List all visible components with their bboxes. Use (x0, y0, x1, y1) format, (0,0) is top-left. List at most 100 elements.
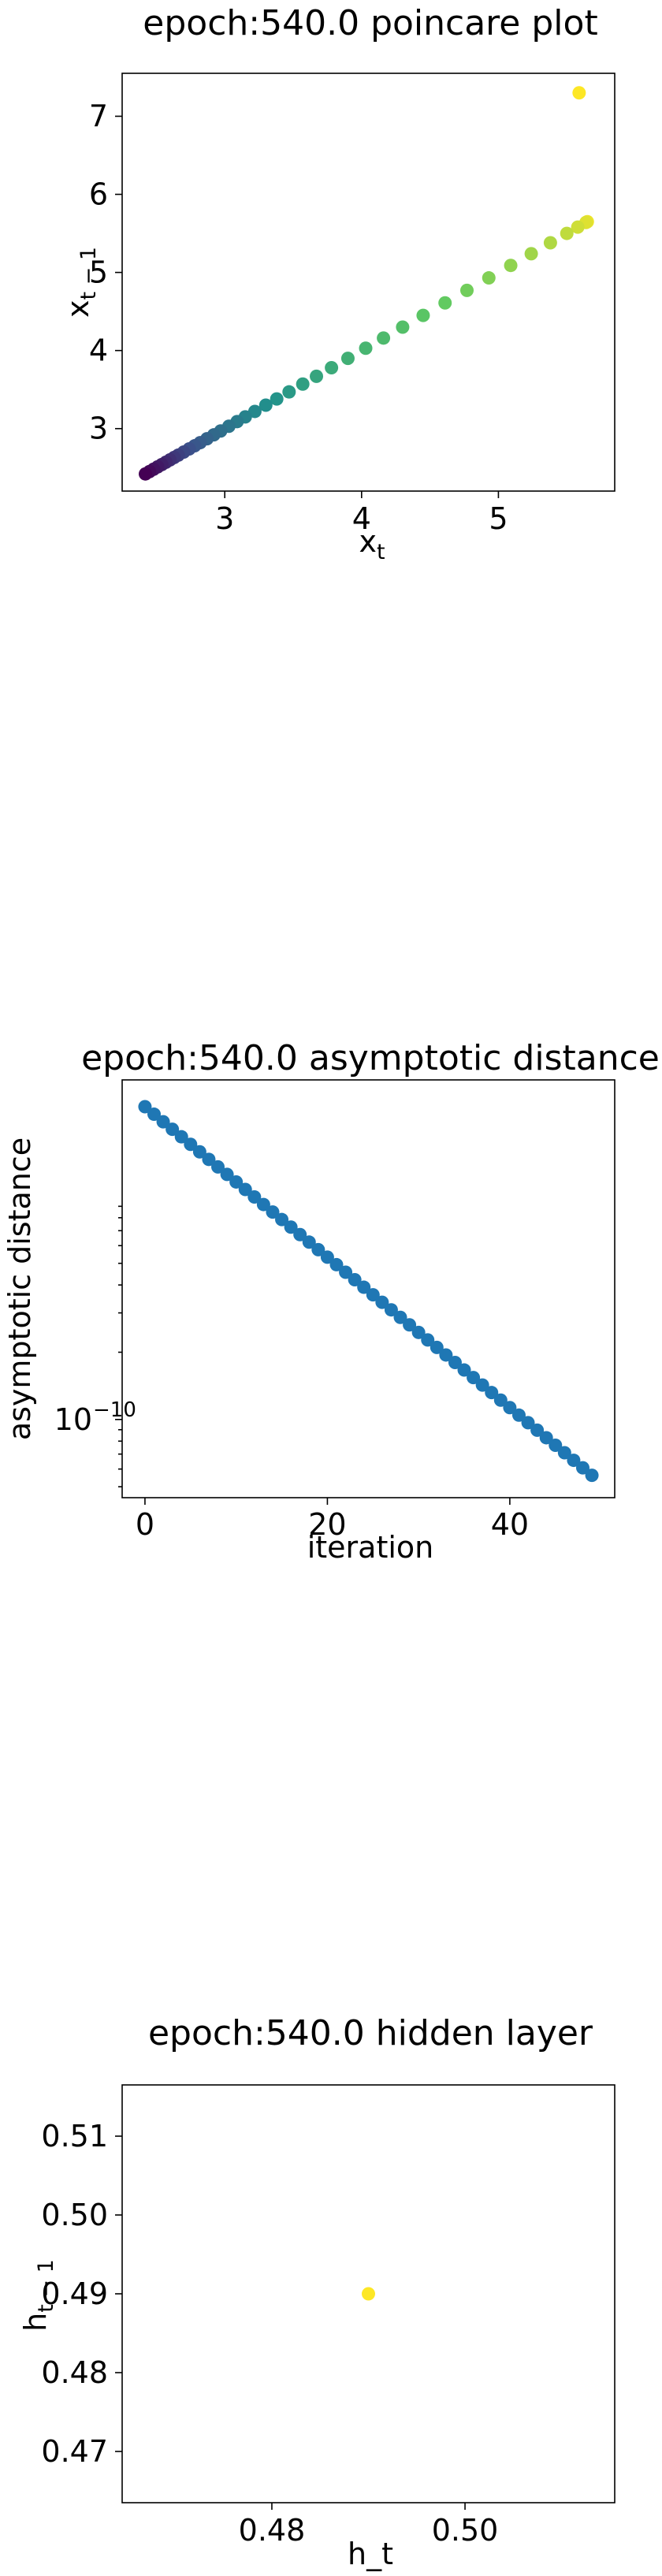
asymptotic-point (439, 1348, 453, 1362)
poincare-ytick-label: 5 (89, 255, 108, 290)
poincare-point (482, 271, 496, 285)
asymptotic-point (184, 1137, 198, 1152)
asymptotic-point (557, 1446, 571, 1460)
poincare-point (396, 320, 410, 334)
asymptotic-point (247, 1190, 262, 1204)
asymptotic-point (475, 1378, 489, 1392)
asymptotic-point (202, 1152, 216, 1167)
asymptotic-point (320, 1250, 334, 1264)
asymptotic-point (156, 1115, 170, 1129)
asymptotic-ticks: 0 20 40 10 −10 (54, 1205, 529, 1542)
hidden-layer-ytick-label: 0.51 (41, 2119, 108, 2153)
poincare-point (139, 467, 153, 481)
poincare-xtick-label: 3 (215, 501, 234, 536)
asymptotic-point (275, 1212, 289, 1227)
asymptotic-point (293, 1227, 307, 1241)
asymptotic-point (166, 1122, 180, 1137)
poincare-xlabel-sub: t (377, 540, 385, 564)
hidden-layer-ticks: 0.48 0.50 0.47 0.48 0.49 0.50 0.51 (41, 2119, 498, 2548)
asymptotic-xlabel: iteration (307, 1530, 434, 1565)
poincare-point (270, 392, 284, 406)
asymptotic-point (147, 1107, 162, 1122)
poincare-point (571, 220, 585, 234)
asymptotic-point (521, 1416, 535, 1430)
asymptotic-point (585, 1469, 599, 1483)
asymptotic-point (329, 1257, 344, 1271)
hidden-layer-ytick-label: 0.48 (41, 2355, 108, 2390)
asymptotic-point (493, 1393, 508, 1407)
hidden-layer-ytick-label: 0.47 (41, 2434, 108, 2469)
poincare-chart: epoch:540.0 poincare plot 3 4 5 3 4 5 6 7 xt xt… (61, 3, 616, 564)
poincare-ytick-label: 6 (89, 177, 108, 212)
asymptotic-point (457, 1363, 471, 1377)
asymptotic-point (467, 1371, 481, 1385)
poincare-point (282, 385, 296, 399)
hidden-layer-title: epoch:540.0 hidden layer (148, 2013, 593, 2053)
poincare-xlabel: xt (359, 524, 385, 564)
poincare-point (340, 352, 355, 366)
poincare-plot-frame (121, 73, 616, 492)
poincare-point (325, 360, 339, 374)
asymptotic-point (284, 1220, 298, 1234)
asymptotic-point (266, 1205, 280, 1219)
asymptotic-point (138, 1100, 152, 1114)
hidden-layer-xtick-label: 0.50 (432, 2513, 499, 2548)
poincare-point (377, 331, 391, 345)
poincare-point (504, 259, 518, 273)
poincare-points (139, 86, 594, 481)
hidden-layer-ytick-label: 0.50 (41, 2198, 108, 2232)
asymptotic-point (348, 1273, 362, 1287)
asymptotic-chart: epoch:540.0 asymptotic distance 0 20 40 10−… (2, 1038, 660, 1565)
hidden-layer-chart: epoch:540.0 hidden layer 0.48 0.50 0.47 0.4… (18, 2013, 616, 2571)
poincare-ticks: 3 4 5 3 4 5 6 7 (89, 99, 508, 536)
asymptotic-point (503, 1401, 517, 1415)
poincare-point (524, 247, 538, 261)
asymptotic-points (138, 1100, 599, 1483)
poincare-title: epoch:540.0 poincare plot (143, 3, 597, 43)
poincare-point (543, 236, 557, 250)
asymptotic-ylabel: asymptotic distance (2, 1137, 37, 1440)
poincare-ytick-label: 3 (89, 411, 108, 446)
poincare-point (572, 86, 586, 100)
poincare-point (296, 377, 310, 391)
asymptotic-point (430, 1340, 444, 1354)
asymptotic-ytick-label: 10 (54, 1402, 92, 1437)
asymptotic-point (311, 1242, 325, 1256)
asymptotic-point (485, 1386, 499, 1400)
asymptotic-point (192, 1145, 206, 1159)
asymptotic-xtick-label: 40 (491, 1507, 529, 1542)
poincare-ylabel-sub: t − 1 (76, 247, 101, 300)
hidden-layer-point (362, 2287, 375, 2301)
asymptotic-ytick-exponent: −10 (93, 1398, 136, 1422)
asymptotic-point (403, 1318, 417, 1332)
hidden-layer-ylabel: ht − 1 (18, 2259, 58, 2332)
asymptotic-point (549, 1438, 563, 1452)
poincare-point (258, 398, 273, 412)
asymptotic-point (421, 1333, 435, 1347)
asymptotic-point (411, 1325, 426, 1339)
hidden-layer-points (362, 2287, 375, 2301)
poincare-point (416, 308, 430, 322)
asymptotic-point (511, 1408, 526, 1422)
hidden-layer-ylabel-sub: t − 1 (34, 2259, 58, 2313)
hidden-layer-xlabel: h_t (348, 2537, 393, 2571)
poincare-point (310, 369, 324, 383)
asymptotic-point (539, 1431, 553, 1445)
asymptotic-point (567, 1454, 581, 1468)
asymptotic-point (530, 1423, 545, 1437)
poincare-xtick-label: 5 (489, 501, 508, 536)
asymptotic-point (211, 1160, 225, 1174)
asymptotic-point (229, 1174, 244, 1189)
poincare-point (359, 341, 373, 356)
asymptotic-point (357, 1280, 371, 1294)
asymptotic-point (256, 1197, 270, 1212)
hidden-layer-ytick-label: 0.49 (41, 2276, 108, 2311)
poincare-point (560, 226, 574, 240)
asymptotic-xtick-label: 0 (136, 1507, 154, 1542)
asymptotic-point (238, 1182, 252, 1197)
poincare-ylabel: xt − 1 (61, 247, 101, 318)
poincare-point (460, 283, 474, 297)
asymptotic-title: epoch:540.0 asymptotic distance (81, 1038, 660, 1078)
poincare-ytick-label: 7 (89, 99, 108, 133)
asymptotic-point (339, 1265, 353, 1279)
